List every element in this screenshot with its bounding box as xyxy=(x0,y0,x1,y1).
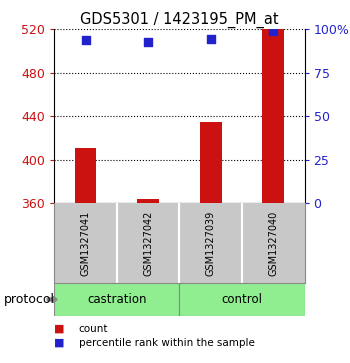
Text: percentile rank within the sample: percentile rank within the sample xyxy=(79,338,255,348)
Text: control: control xyxy=(222,293,262,306)
Bar xyxy=(200,122,222,203)
Text: ■: ■ xyxy=(54,323,65,334)
Text: GSM1327040: GSM1327040 xyxy=(268,211,278,276)
Text: GSM1327039: GSM1327039 xyxy=(206,211,216,276)
Point xyxy=(145,39,151,45)
Bar xyxy=(75,148,97,203)
Bar xyxy=(137,200,159,203)
Bar xyxy=(262,29,284,203)
Title: GDS5301 / 1423195_PM_at: GDS5301 / 1423195_PM_at xyxy=(80,12,279,28)
Text: count: count xyxy=(79,323,108,334)
Text: protocol: protocol xyxy=(4,293,55,306)
Text: ■: ■ xyxy=(54,338,65,348)
Point xyxy=(271,28,276,34)
Point xyxy=(83,37,88,43)
Point xyxy=(208,36,213,41)
Text: GSM1327041: GSM1327041 xyxy=(80,211,91,276)
Text: GSM1327042: GSM1327042 xyxy=(143,211,153,276)
Text: castration: castration xyxy=(87,293,147,306)
Bar xyxy=(179,283,304,316)
Bar xyxy=(54,283,179,316)
